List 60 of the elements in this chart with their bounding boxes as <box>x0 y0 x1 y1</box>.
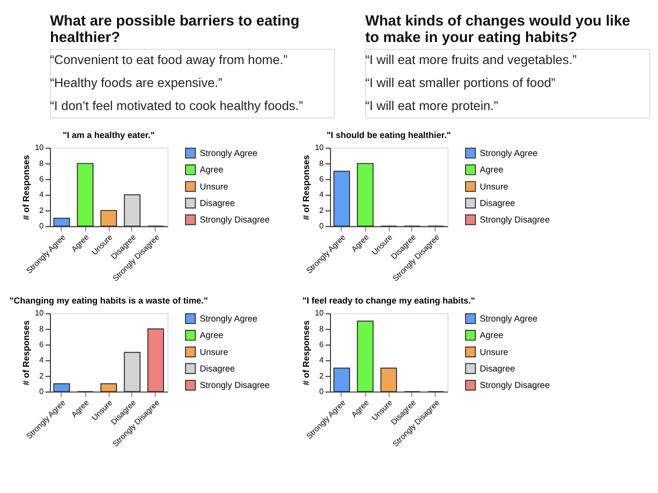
legend-label: Disagree <box>200 198 236 208</box>
chart-title: "I am a healthy eater." <box>62 130 155 140</box>
legend-label: Disagree <box>480 198 516 208</box>
y-tick-label: 10 <box>314 143 324 152</box>
y-tick-label: 0 <box>39 387 44 396</box>
text: “Convenient to eat food away from home.” <box>50 52 288 68</box>
legend-label: Strongly Disagree <box>480 214 550 225</box>
legend-label: Agree <box>200 330 224 340</box>
y-tick-label: 6 <box>319 174 324 184</box>
y-tick-label: 6 <box>319 340 324 350</box>
legend-label: Strongly Disagree <box>480 380 550 390</box>
legend-label: Unsure <box>200 346 228 357</box>
y-axis-title: # of Responses <box>20 320 31 386</box>
legend-label: Agree <box>480 164 504 175</box>
y-tick-label: 0 <box>39 222 44 231</box>
legend-label: Disagree <box>200 364 236 374</box>
y-tick-label: 8 <box>319 158 324 168</box>
text: “I will eat smaller portions of food” <box>365 75 556 90</box>
y-tick-label: 0 <box>319 222 324 231</box>
legend-label: Strongly Disagree <box>200 380 270 390</box>
legend-label: Disagree <box>480 364 516 374</box>
y-tick-label: 6 <box>39 174 44 184</box>
chart-title: "Changing my eating habits is a waste of time." <box>9 295 208 306</box>
y-tick-label: 4 <box>319 190 324 200</box>
y-axis-title: # of Responses <box>301 154 312 220</box>
y-tick-label: 4 <box>319 356 324 365</box>
legend-label: Strongly Agree <box>480 314 538 324</box>
legend-label: Agree <box>480 330 504 340</box>
text: “Healthy foods are expensive.” <box>50 75 222 90</box>
y-tick-label: 2 <box>319 206 324 215</box>
y-tick-label: 2 <box>39 206 44 215</box>
y-tick-label: 10 <box>34 308 44 318</box>
legend-label: Unsure <box>480 346 508 357</box>
text: What kinds of changes would you like to make in your eating habits? <box>365 13 630 46</box>
y-tick-label: 0 <box>319 387 324 396</box>
chart-title: "I should be eating healthier." <box>326 130 451 140</box>
legend-label: Strongly Agree <box>200 314 258 324</box>
text: “I don’t feel motivated to cook healthy foods.” <box>50 98 304 113</box>
y-tick-label: 6 <box>39 340 44 350</box>
legend-label: Strongly Agree <box>480 148 538 158</box>
legend-label: Strongly Disagree <box>200 214 270 225</box>
y-tick-label: 10 <box>314 308 324 318</box>
chart-title: "I feel ready to change my eating habits." <box>302 295 476 306</box>
text: What are possible barriers to eating healthier? <box>50 13 300 46</box>
legend-label: Unsure <box>480 181 508 192</box>
y-tick-label: 8 <box>39 158 44 168</box>
legend-label: Unsure <box>200 181 228 192</box>
y-tick-label: 10 <box>34 143 44 152</box>
y-tick-label: 2 <box>319 371 324 380</box>
y-tick-label: 4 <box>39 356 44 365</box>
legend-label: Strongly Agree <box>200 148 258 158</box>
y-tick-label: 4 <box>39 190 44 200</box>
y-axis-title: # of Responses <box>301 320 312 386</box>
y-tick-label: 2 <box>39 371 44 380</box>
y-tick-label: 8 <box>319 324 324 334</box>
legend-label: Agree <box>200 164 224 175</box>
y-axis-title: # of Responses <box>20 154 31 220</box>
text: “I will eat more fruits and vegetables.” <box>365 52 577 68</box>
y-tick-label: 8 <box>39 324 44 334</box>
text: “I will eat more protein.” <box>365 98 498 113</box>
